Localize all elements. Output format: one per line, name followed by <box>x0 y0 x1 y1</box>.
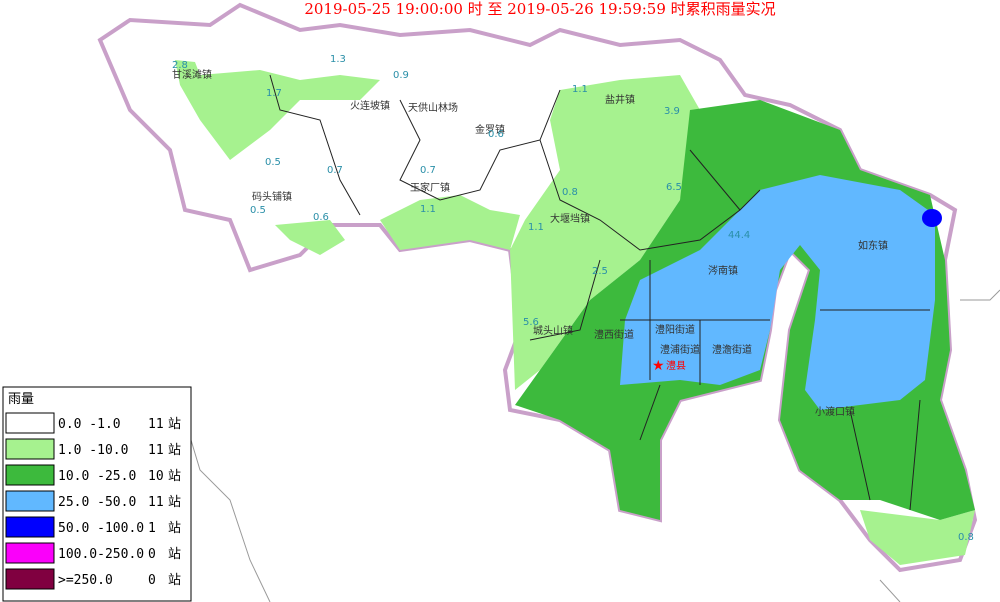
legend-range: 0.0 -1.0 <box>58 417 121 432</box>
legend-swatch <box>5 542 55 564</box>
legend-unit: 站 <box>168 469 181 484</box>
place-labels: 甘溪滩镇 火连坡镇 天供山林场 金罗镇 盐井镇 码头铺镇 王家厂镇 大堰垱镇 涔… <box>172 68 888 418</box>
station-value: 1.7 <box>266 88 282 99</box>
region-light <box>275 220 345 255</box>
station-value: 0.9 <box>393 70 409 81</box>
legend-range: 1.0 -10.0 <box>58 443 128 458</box>
legend-range: 25.0 -50.0 <box>58 495 136 510</box>
town-boundaries <box>269 74 930 511</box>
station-value: 0.6 <box>313 212 329 223</box>
station-value: 1.1 <box>420 204 436 215</box>
place-label: 城头山镇 <box>533 324 573 337</box>
region-light <box>175 60 380 160</box>
place-label: 小渡口镇 <box>815 405 855 418</box>
legend-range: >=250.0 <box>58 573 113 588</box>
legend-unit: 站 <box>168 573 181 588</box>
legend-unit: 站 <box>168 443 181 458</box>
legend-title: 雨量 <box>8 392 34 407</box>
region-heavy <box>620 175 935 410</box>
station-values: 2.8 1.3 0.9 1.7 1.1 3.9 0.5 0.7 0.7 0.6 … <box>172 54 974 543</box>
legend-unit: 站 <box>168 521 181 536</box>
legend-swatch <box>5 490 55 512</box>
station-value: 0.7 <box>327 165 343 176</box>
station-value: 2.8 <box>172 60 188 71</box>
legend-swatch <box>5 568 55 590</box>
region-torrential <box>922 209 942 227</box>
place-label: 澧县 <box>666 359 686 372</box>
station-value: 0.8 <box>562 187 578 198</box>
gray-boundaries <box>184 289 1000 602</box>
station-value: 1.3 <box>330 54 346 65</box>
place-label: 澧西街道 <box>594 328 634 341</box>
legend-unit: 站 <box>168 547 181 562</box>
station-value: 0.5 <box>265 157 281 168</box>
place-label: 王家厂镇 <box>410 181 450 194</box>
station-value: 6.5 <box>666 182 682 193</box>
place-label: 甘溪滩镇 <box>172 68 212 81</box>
place-label: 火连坡镇 <box>350 99 390 112</box>
station-value: 0.8 <box>958 532 974 543</box>
place-label: 澧阳街道 <box>655 323 695 336</box>
station-value: 0.7 <box>420 165 436 176</box>
place-label: 码头铺镇 <box>252 190 292 203</box>
legend-unit: 站 <box>168 495 181 510</box>
station-value: 1.1 <box>528 222 544 233</box>
legend-count: 11 <box>148 417 164 432</box>
region-light <box>510 75 700 390</box>
legend: 雨量 0.0 -1.0 11 站1.0 -10.0 11 站10.0 -25.0 10 站2… <box>2 386 192 602</box>
legend-swatch <box>5 464 55 486</box>
legend-count: 10 <box>148 469 164 484</box>
station-value: 1.1 <box>572 84 588 95</box>
legend-count: 0 <box>148 573 156 588</box>
legend-swatch <box>5 516 55 538</box>
legend-range: 10.0 -25.0 <box>58 469 136 484</box>
legend-swatch <box>5 412 55 434</box>
station-value: 0.5 <box>250 205 266 216</box>
station-value: 0.6 <box>488 129 504 140</box>
legend-count: 11 <box>148 443 164 458</box>
place-label: 涔南镇 <box>708 264 738 277</box>
place-label: 盐井镇 <box>605 93 635 106</box>
legend-count: 1 <box>148 521 156 536</box>
place-label: 澧澹街道 <box>712 343 752 356</box>
map-title: 2019-05-25 19:00:00 时 至 2019-05-26 19:59… <box>304 0 775 18</box>
place-label: 天供山林场 <box>408 101 458 114</box>
legend-range: 100.0-250.0 <box>58 547 144 562</box>
legend-range: 50.0 -100.0 <box>58 521 144 536</box>
region-light <box>380 195 520 250</box>
place-label: 澧浦街道 <box>660 343 700 356</box>
place-label: 大堰垱镇 <box>550 212 590 225</box>
legend-swatch <box>5 438 55 460</box>
place-label: 如东镇 <box>858 239 888 252</box>
region-light <box>860 510 975 565</box>
place-label: 金罗镇 <box>475 123 505 136</box>
legend-count: 11 <box>148 495 164 510</box>
legend-unit: 站 <box>168 417 181 432</box>
county-seat-star: ★ <box>652 358 665 374</box>
station-value: 3.9 <box>664 106 680 117</box>
station-value: 44.4 <box>728 230 750 241</box>
legend-count: 0 <box>148 547 156 562</box>
station-value: 5.6 <box>523 317 539 328</box>
station-value: 2.5 <box>592 266 608 277</box>
